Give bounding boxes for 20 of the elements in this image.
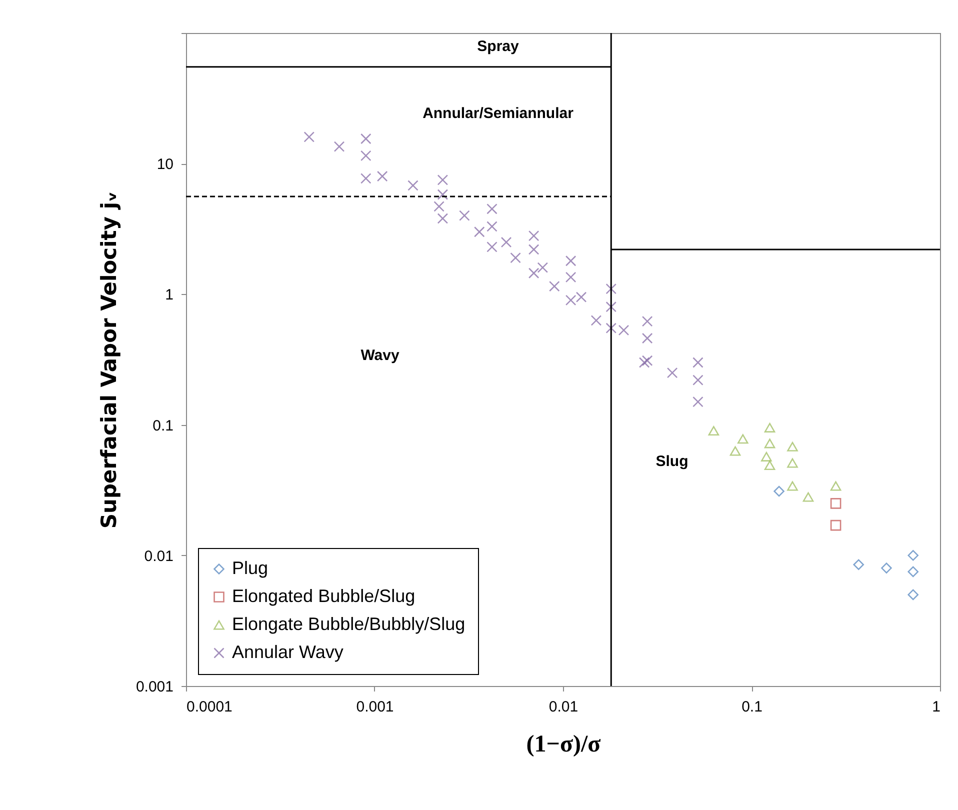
y-tick-label: 0.01 [144, 548, 174, 565]
annotation: Slug [656, 453, 688, 470]
legend-label: Elongated Bubble/Slug [232, 586, 416, 606]
legend-label: Elongate Bubble/Bubbly/Slug [232, 614, 466, 634]
x-tick-label: 1 [932, 698, 940, 716]
y-tick-label: 0.001 [136, 678, 174, 696]
y-axis-title: Superfacial Vapor Velocity jᵥ [96, 191, 121, 529]
x-tick-label: 0.1 [742, 698, 762, 716]
annotation: Wavy [360, 347, 400, 364]
annotation: Annular/Semiannular [422, 105, 574, 122]
x-tick-label: 0.0001 [186, 698, 232, 716]
legend-label: Plug [232, 558, 268, 578]
y-tick-label: 1 [165, 286, 174, 304]
annotation: Spray [477, 38, 520, 55]
y-tick-label: 0.1 [152, 417, 174, 434]
y-tick-label: 10 [156, 156, 174, 174]
x-axis-title: (1−σ)/σ [526, 732, 601, 758]
x-tick-label: 0.01 [548, 698, 578, 716]
legend-label: Annular Wavy [232, 642, 344, 662]
x-tick-label: 0.001 [356, 698, 394, 716]
